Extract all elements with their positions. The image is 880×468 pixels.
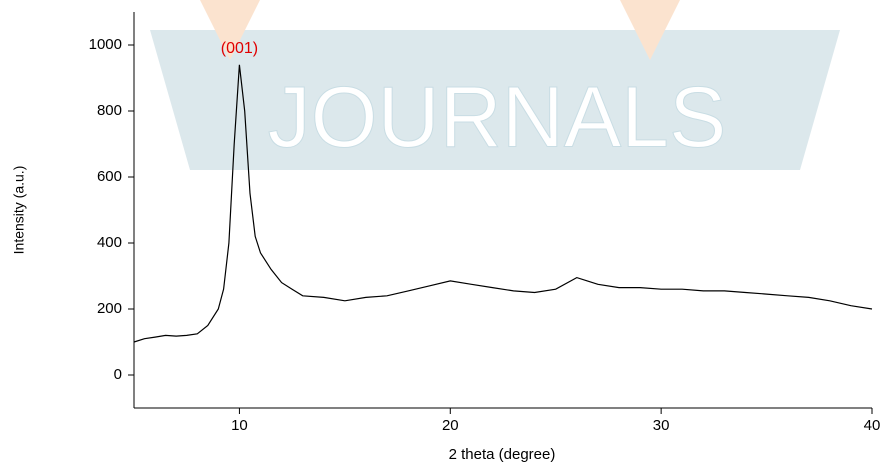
x-tick-label: 40 (864, 417, 880, 434)
annotation: (001) (221, 40, 258, 57)
x-axis-label: 2 theta (degree) (449, 446, 556, 463)
y-tick-label: 200 (97, 300, 122, 317)
y-tick-label: 600 (97, 168, 122, 185)
watermark-shape (620, 0, 680, 60)
y-tick-label: 1000 (89, 36, 122, 53)
y-tick-label: 800 (97, 102, 122, 119)
x-tick-label: 10 (231, 417, 248, 434)
watermark-band (150, 30, 840, 170)
x-tick-label: 20 (442, 417, 459, 434)
data-line (133, 64, 873, 343)
watermark: JOURNALS (268, 70, 727, 166)
y-axis-label: Intensity (a.u.) (11, 166, 27, 255)
watermark-shape (200, 0, 260, 60)
x-tick-label: 30 (653, 417, 670, 434)
y-tick-label: 400 (97, 234, 122, 251)
y-tick-label: 0 (114, 366, 122, 383)
